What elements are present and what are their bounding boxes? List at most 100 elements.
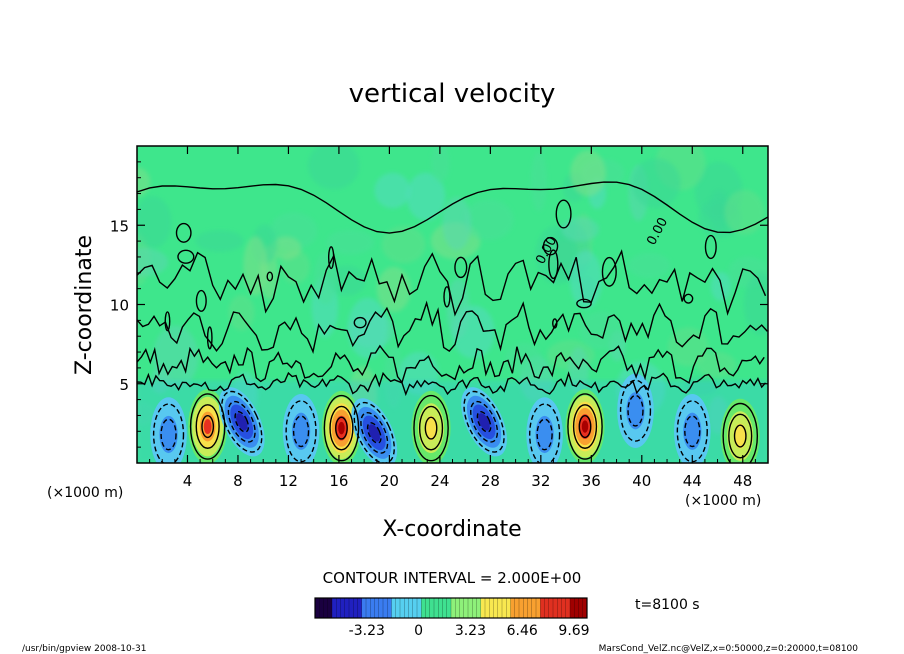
contour-ring <box>195 404 220 449</box>
field-blob <box>631 158 681 209</box>
closed-contour <box>548 249 559 280</box>
colorbar-strip <box>332 598 337 618</box>
colorbar-strip <box>353 598 358 618</box>
y-axis-label: Z-coordinate <box>72 235 97 375</box>
x-unit-left: (×1000 m) <box>47 485 123 501</box>
colorbar-strip <box>582 598 588 618</box>
colorbar-strip <box>527 598 533 618</box>
contour-ring <box>201 414 215 439</box>
colorbar-strip <box>570 598 575 618</box>
colorbar-strip <box>340 598 346 618</box>
field-blob <box>570 150 606 197</box>
colorbar-strip <box>502 598 507 618</box>
colorbar-strip <box>395 598 401 618</box>
y-axis: 5 10 15 <box>110 161 768 448</box>
contour-ring <box>418 405 444 451</box>
colorbar-strip <box>438 598 443 618</box>
contour-ring <box>627 394 644 427</box>
contour-ring <box>572 404 598 449</box>
colorbar-strip <box>319 598 324 618</box>
zero-contour <box>137 344 765 384</box>
contour-ring <box>366 422 382 444</box>
contour-ring <box>424 416 438 440</box>
cell-level <box>733 423 747 449</box>
field-blob <box>561 217 600 242</box>
closed-contour <box>164 311 171 332</box>
contour-ring <box>292 415 310 448</box>
colorbar-strip <box>404 598 409 618</box>
contour-ring <box>684 415 701 448</box>
colorbar-strip <box>374 598 380 618</box>
colorbar-strip <box>349 598 354 618</box>
cell-level <box>291 412 311 450</box>
closed-contour <box>175 222 192 243</box>
colorbar-strip <box>506 598 511 618</box>
closed-contour <box>683 293 694 304</box>
x-tick-label: 4 <box>183 472 193 490</box>
colorbar-strip <box>480 598 486 618</box>
colorbar-strip <box>510 598 516 618</box>
cell-level <box>159 415 178 454</box>
chart-title: vertical velocity <box>349 79 556 109</box>
field-blob <box>579 311 622 350</box>
contour-ring <box>728 413 753 459</box>
contour-ring <box>567 393 603 460</box>
contour-ring <box>353 401 395 463</box>
contour-ring <box>227 400 256 443</box>
contour-ring <box>335 416 348 440</box>
colorbar-strip <box>497 598 503 618</box>
contour-ring <box>221 390 263 453</box>
colorbar-strip <box>536 598 541 618</box>
colorbar-strip <box>387 598 392 618</box>
x-axis: 4 8 12 16 20 24 28 32 36 40 44 48 <box>149 146 756 490</box>
field-blob <box>228 294 255 331</box>
colorbar-strip <box>476 598 482 618</box>
contour-ring <box>463 390 505 453</box>
field-blob <box>376 266 411 312</box>
colorbar-strip <box>370 598 375 618</box>
y-tick-label: 5 <box>119 376 129 394</box>
contour-ring <box>152 403 185 463</box>
contour-ring <box>528 403 561 463</box>
contour-ring <box>329 405 354 451</box>
upper-contour <box>137 181 768 234</box>
cell-level <box>424 415 438 441</box>
colorbar-strip <box>417 598 422 618</box>
x-tick-label: 16 <box>329 472 348 490</box>
colorbar-strip <box>578 598 584 618</box>
colorbar-strip <box>485 598 490 618</box>
colorbar-strip <box>489 598 494 618</box>
colorbar-strip <box>344 598 350 618</box>
x-tick-label: 12 <box>279 472 298 490</box>
colorbar-strip <box>327 598 333 618</box>
colorbar-strip <box>548 598 554 618</box>
zero-contour <box>137 300 768 354</box>
x-tick-label: 20 <box>380 472 399 490</box>
colorbar: -3.23 0 3.23 6.46 9.69 <box>314 597 590 639</box>
colorbar-strip <box>383 598 388 618</box>
closed-contour <box>177 249 195 264</box>
cell-level <box>626 392 645 430</box>
colorbar-strip <box>391 598 397 618</box>
colorbar-strip <box>442 598 448 618</box>
cell-level <box>236 413 248 431</box>
colorbar-strip <box>315 598 320 618</box>
y-tick-label: 10 <box>110 297 129 315</box>
closed-contour <box>327 246 335 270</box>
plot-area <box>137 146 768 463</box>
zero-contour <box>137 249 767 317</box>
contour-ring <box>160 418 177 451</box>
field-blob <box>381 225 426 264</box>
x-axis-label: X-coordinate <box>382 517 521 542</box>
x-tick-label: 8 <box>233 472 243 490</box>
field-blob <box>374 172 411 209</box>
colorbar-strip <box>519 598 524 618</box>
colorbar-strip <box>421 598 426 618</box>
colorbar-strip <box>523 598 528 618</box>
y-tick-label: 15 <box>110 217 129 235</box>
colorbar-strip <box>336 598 341 618</box>
cell-level <box>581 420 589 433</box>
x-tick-label: 40 <box>632 472 651 490</box>
colorbar-strip <box>574 598 579 618</box>
